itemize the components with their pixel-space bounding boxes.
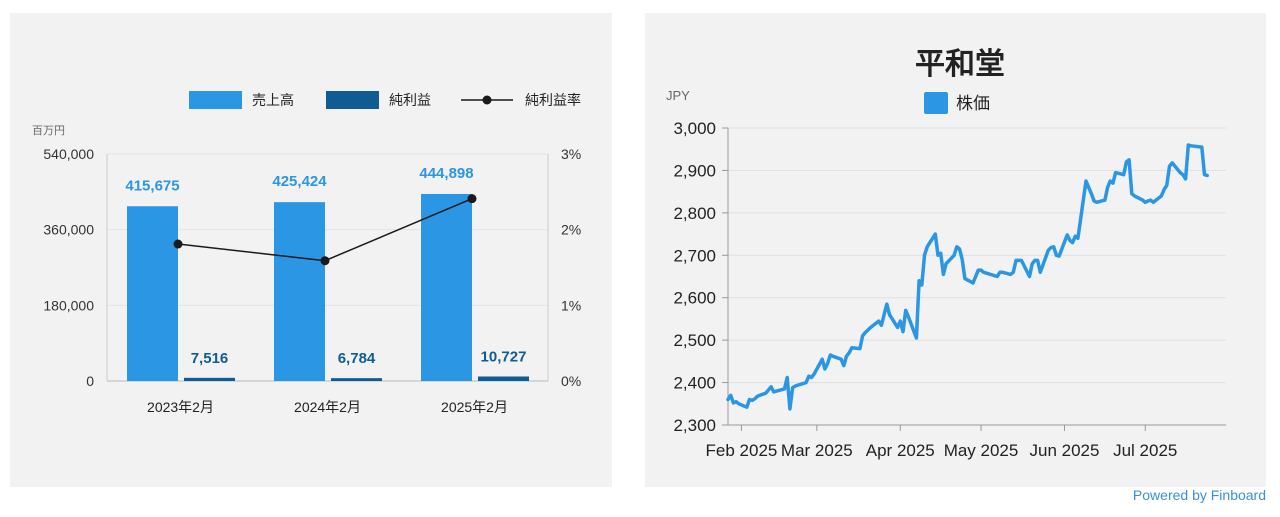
y-axis-unit: JPY xyxy=(666,88,690,103)
bar-sales xyxy=(127,206,178,381)
y2-tick-label: 2% xyxy=(561,222,581,238)
x-tick-label: May 2025 xyxy=(944,441,1019,460)
bar-sales-label: 425,424 xyxy=(272,173,327,190)
legend-swatch xyxy=(924,92,948,114)
y2-tick-label: 3% xyxy=(561,146,581,162)
y-tick-label: 2,900 xyxy=(673,161,716,180)
stock-price-chart: 平和堂 JPY 株価 3,000 2,900 2,800 2,700 2,600 2,500 2,… xyxy=(645,13,1266,487)
financials-chart: 540,000 360,000 180,000 0 3% 2% 1% 0% 百万円 415,675… xyxy=(10,13,612,487)
bar-sales xyxy=(274,202,325,381)
legend-sales-swatch xyxy=(189,91,242,109)
ratio-point xyxy=(468,194,477,203)
x-tick-label: Jul 2025 xyxy=(1113,441,1177,460)
bar-profit xyxy=(478,376,529,381)
y-tick-label: 360,000 xyxy=(43,222,94,238)
x-tick-label: Apr 2025 xyxy=(866,441,935,460)
legend-label: 株価 xyxy=(956,94,990,113)
unit-label: 百万円 xyxy=(32,125,65,137)
y-tick-label: 2,600 xyxy=(673,289,716,308)
y-tick-label: 2,500 xyxy=(673,331,716,350)
y-tick-label: 180,000 xyxy=(43,297,94,313)
y-tick-label: 2,800 xyxy=(673,204,716,223)
bar-sales xyxy=(421,194,472,381)
bar-sales-label: 415,675 xyxy=(125,177,179,194)
y-tick-label: 2,300 xyxy=(673,416,716,435)
y-tick-label: 2,400 xyxy=(673,374,716,393)
bar-profit-label: 10,727 xyxy=(481,348,527,365)
ratio-point xyxy=(321,256,330,265)
x-tick-label: Jun 2025 xyxy=(1030,441,1100,460)
y2-tick-label: 0% xyxy=(561,373,581,389)
bar-profit xyxy=(184,378,235,381)
bar-profit-label: 6,784 xyxy=(338,350,376,367)
legend-ratio-label: 純利益率 xyxy=(525,92,581,108)
bar-profit-label: 7,516 xyxy=(191,350,229,367)
y2-tick-label: 1% xyxy=(561,297,581,313)
legend-ratio-marker xyxy=(483,96,492,105)
financials-chart-panel: 540,000 360,000 180,000 0 3% 2% 1% 0% 百万円 415,675… xyxy=(10,13,612,487)
x-tick-label: 2024年2月 xyxy=(294,399,361,415)
y-tick-label: 2,700 xyxy=(673,246,716,265)
y-tick-label: 3,000 xyxy=(673,119,716,138)
x-tick-label: Feb 2025 xyxy=(706,441,778,460)
x-tick-label: 2023年2月 xyxy=(147,399,214,415)
y-tick-label: 540,000 xyxy=(43,146,94,162)
y-tick-label: 0 xyxy=(86,373,94,389)
price-line xyxy=(728,145,1207,409)
powered-by-link[interactable]: Powered by Finboard xyxy=(1133,487,1266,503)
legend-sales-label: 売上高 xyxy=(252,92,294,108)
legend-profit-label: 純利益 xyxy=(389,92,431,108)
ratio-point xyxy=(174,240,183,249)
x-tick-label: Mar 2025 xyxy=(781,441,853,460)
bar-profit xyxy=(331,378,382,381)
chart-title: 平和堂 xyxy=(915,48,1005,81)
bar-sales-label: 444,898 xyxy=(419,165,473,182)
legend-profit-swatch xyxy=(326,91,379,109)
stock-price-chart-panel: 平和堂 JPY 株価 3,000 2,900 2,800 2,700 2,600 2,500 2,… xyxy=(645,13,1266,487)
x-tick-label: 2025年2月 xyxy=(441,399,508,415)
